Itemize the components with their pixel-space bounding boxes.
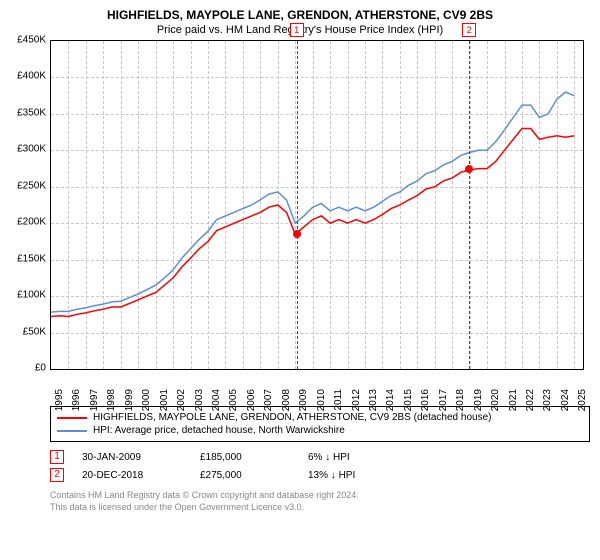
x-axis-label: 1995 [54,389,65,411]
legend-label: HPI: Average price, detached house, Nort… [93,425,345,436]
legend-swatch [57,430,87,432]
x-axis-label: 2015 [403,389,414,411]
y-axis-label: £0 [35,363,46,374]
x-axis-label: 2013 [368,389,379,411]
y-axis-label: £250K [17,180,46,191]
x-axis-label: 2002 [176,389,187,411]
transaction-table: 1 30-JAN-2009 £185,000 6% ↓ HPI 2 20-DEC-2018… [50,448,590,484]
transaction-row: 1 30-JAN-2009 £185,000 6% ↓ HPI [50,448,590,466]
x-axis-label: 2020 [490,389,501,411]
y-axis-label: £300K [17,144,46,155]
chart-title: HIGHFIELDS, MAYPOLE LANE, GRENDON, ATHER… [0,0,600,22]
y-axis-label: £100K [17,290,46,301]
x-axis-label: 2004 [211,389,222,411]
x-axis-label: 2005 [228,389,239,411]
x-axis-label: 2021 [508,389,519,411]
x-axis-label: 1998 [106,389,117,411]
x-axis-label: 2025 [577,389,588,411]
legend-label: HIGHFIELDS, MAYPOLE LANE, GRENDON, ATHER… [93,412,491,423]
x-axis-label: 2008 [281,389,292,411]
transaction-price: £185,000 [200,452,290,463]
transaction-date: 20-DEC-2018 [82,470,182,481]
y-axis-label: £350K [17,107,46,118]
x-axis-label: 2007 [263,389,274,411]
x-axis-label: 2019 [473,389,484,411]
x-axis-label: 1999 [124,389,135,411]
marker-label-box: 2 [462,23,476,37]
chart-area: £0 £50K £100K £150K £200K £250K £300K £350K £400… [10,40,590,400]
x-axis-label: 2003 [194,389,205,411]
marker-dot [465,165,473,173]
transaction-pct: 13% ↓ HPI [308,470,408,481]
x-axis-label: 2012 [351,389,362,411]
footer-attribution: Contains HM Land Registry data © Crown c… [50,490,590,513]
x-axis-label: 2000 [141,389,152,411]
transaction-pct: 6% ↓ HPI [308,452,408,463]
x-axis-label: 2011 [333,389,344,411]
x-axis-label: 2001 [159,389,170,411]
transaction-date: 30-JAN-2009 [82,452,182,463]
x-axis-label: 1996 [71,389,82,411]
x-axis-label: 2006 [246,389,257,411]
marker-vline [297,41,298,369]
y-axis-label: £50K [23,326,46,337]
x-axis-label: 2016 [420,389,431,411]
y-axis-label: £400K [17,71,46,82]
x-axis-label: 2017 [438,389,449,411]
footer-line: This data is licensed under the Open Gov… [50,502,590,514]
legend-item: HIGHFIELDS, MAYPOLE LANE, GRENDON, ATHER… [57,411,583,424]
x-axis-label: 1997 [89,389,100,411]
x-axis-label: 2018 [455,389,466,411]
marker-dot [293,230,301,238]
x-axis-label: 2023 [542,389,553,411]
marker-label-box: 1 [290,23,304,37]
series-line [51,129,574,317]
transaction-price: £275,000 [200,470,290,481]
legend-swatch [57,417,87,419]
x-axis-label: 2010 [316,389,327,411]
y-axis-label: £200K [17,217,46,228]
transaction-row: 2 20-DEC-2018 £275,000 13% ↓ HPI [50,466,590,484]
x-axis-label: 2022 [525,389,536,411]
marker-vline [469,41,470,369]
x-axis-label: 2014 [385,389,396,411]
plot-region: 12 [50,40,584,370]
y-axis-label: £450K [17,35,46,46]
x-axis-label: 2009 [298,389,309,411]
y-axis-label: £150K [17,253,46,264]
series-line [51,92,574,312]
x-axis-label: 2024 [560,389,571,411]
transaction-index: 1 [50,450,64,464]
footer-line: Contains HM Land Registry data © Crown c… [50,490,590,502]
transaction-index: 2 [50,468,64,482]
legend: HIGHFIELDS, MAYPOLE LANE, GRENDON, ATHER… [50,406,590,442]
legend-item: HPI: Average price, detached house, Nort… [57,424,583,437]
